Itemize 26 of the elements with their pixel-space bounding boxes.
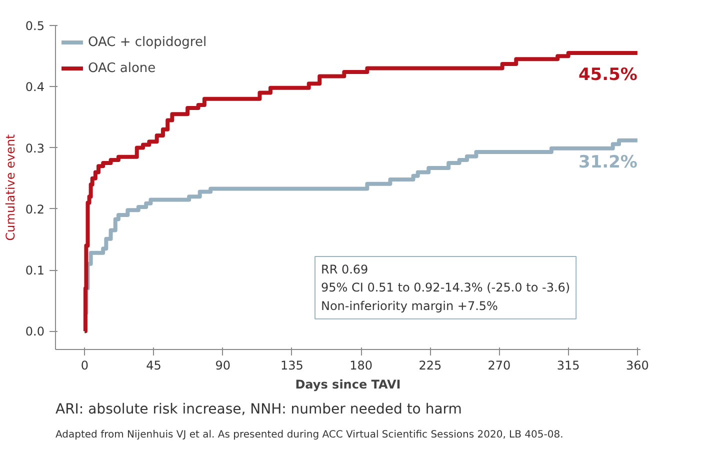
text: Adapted from Nijenhuis VJ et al. As presented during ACC Virtual Scientific Sessions 2020, LB 405-08. (56, 430, 564, 440)
x-tick-label: 0 (80, 358, 88, 372)
y-axis-title: Cumulative event (3, 134, 18, 241)
annotation: 45.5% (578, 65, 638, 86)
x-axis-title: Days since TAVI (295, 378, 401, 392)
legend-label: OAC + clopidogrel (88, 34, 207, 50)
annotation: 31.2% (578, 152, 638, 172)
text: ARI: absolute risk increase, NNH: number needed to harm (56, 402, 462, 418)
x-tick-label: 270 (488, 358, 511, 372)
x-tick-label: 180 (350, 358, 373, 372)
y-tick-label: 0.2 (25, 202, 45, 216)
y-tick-label: 0.3 (25, 141, 45, 156)
y-tick-label: 0.5 (25, 19, 45, 33)
y-tick-label: 0.0 (25, 324, 45, 339)
x-tick-label: 315 (556, 358, 580, 372)
x-tick-label: 135 (280, 358, 304, 372)
x-tick-label: 225 (418, 358, 442, 372)
annotation: RR 0.69 (320, 262, 368, 277)
x-tick-label: 90 (215, 358, 231, 372)
legend-label: OAC alone (88, 60, 156, 76)
x-tick-label: 45 (146, 358, 162, 372)
x-tick-label: 360 (626, 358, 649, 372)
y-tick-label: 0.1 (25, 264, 45, 278)
annotation: Non-inferiority margin +7.5% (320, 298, 498, 313)
annotation: 95% CI 0.51 to 0.92-14.3% (-25.0 to -3.6) (320, 280, 570, 295)
y-tick-label: 0.4 (25, 80, 45, 94)
